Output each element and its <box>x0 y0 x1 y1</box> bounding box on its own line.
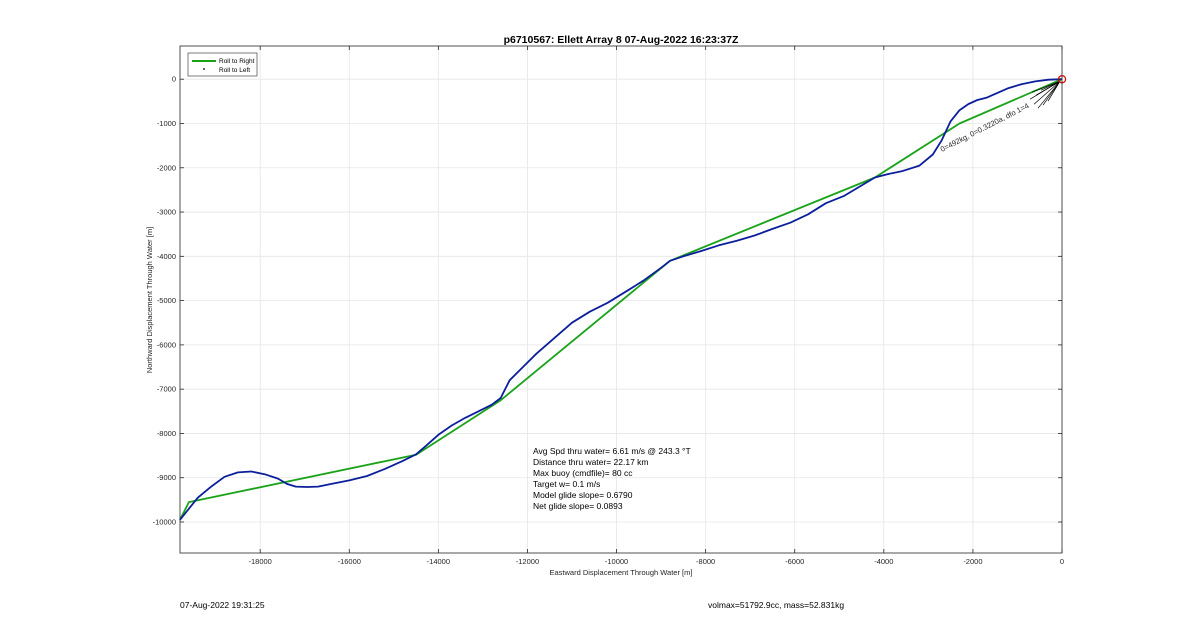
x-tick-label: -12000 <box>516 557 539 566</box>
x-tick-label: -4000 <box>874 557 893 566</box>
legend-label-roll-right: Roll to Right <box>219 58 255 65</box>
legend: Roll to Right Roll to Left <box>187 52 258 77</box>
current-arrow <box>1037 80 1061 109</box>
x-tick-label: -16000 <box>338 557 361 566</box>
current-arrow <box>1033 80 1061 105</box>
x-tick-label: -18000 <box>249 557 272 566</box>
x-tick-label: -14000 <box>427 557 450 566</box>
x-tick-label: -8000 <box>696 557 715 566</box>
current-arrow <box>1047 81 1061 102</box>
x-tick-label: 0 <box>1060 557 1064 566</box>
plot-frame <box>179 45 1063 554</box>
y-tick-label: -4000 <box>157 252 176 261</box>
y-tick-label: -2000 <box>157 163 176 172</box>
series-track-line <box>179 78 1063 521</box>
current-arrow <box>1031 80 1061 93</box>
y-tick-label: -6000 <box>157 340 176 349</box>
y-tick-label: -8000 <box>157 429 176 438</box>
x-tick-label: -2000 <box>963 557 982 566</box>
legend-dot-roll-left <box>203 68 205 70</box>
footer-timestamp: 07-Aug-2022 19:31:25 <box>180 600 265 610</box>
data-layer <box>179 74 1067 521</box>
y-axis-label: Northward Displacement Through Water [m] <box>145 227 154 373</box>
legend-label-roll-left: Roll to Left <box>219 67 250 74</box>
y-tick-label: 0 <box>172 75 176 84</box>
y-tick-label: -7000 <box>157 385 176 394</box>
stat-target-w: Target w= 0.1 m/s <box>533 479 600 489</box>
x-tick-label: -10000 <box>605 557 628 566</box>
stat-model-glide-slope: Model glide slope= 0.6790 <box>533 490 633 500</box>
y-tick-label: -1000 <box>157 119 176 128</box>
stat-avg-speed: Avg Spd thru water= 6.61 m/s @ 243.3 °T <box>533 446 691 456</box>
x-axis-label: Eastward Displacement Through Water [m] <box>550 568 693 577</box>
stat-net-glide-slope: Net glide slope= 0.0893 <box>533 501 623 511</box>
chart-title: p6710567: Ellett Array 8 07-Aug-2022 16:… <box>504 34 739 46</box>
y-tick-label: -10000 <box>153 518 176 527</box>
legend-box <box>187 52 258 77</box>
tick-layer: -18000 -16000 -14000 -12000 -10000 -8000 -6000… <box>153 46 1064 566</box>
stat-max-buoy: Max buoy (cmdfile)= 80 cc <box>533 468 633 478</box>
stats-block: Avg Spd thru water= 6.61 m/s @ 243.3 °T … <box>533 446 691 511</box>
y-tick-label: -9000 <box>157 473 176 482</box>
footer-volmax-mass: volmax=51792.9cc, mass=52.831kg <box>708 600 845 610</box>
stat-distance: Distance thru water= 22.17 km <box>533 457 649 467</box>
current-arrow <box>1042 81 1061 106</box>
y-tick-label: -5000 <box>157 296 176 305</box>
y-tick-label: -3000 <box>157 208 176 217</box>
current-arrow <box>1035 80 1061 96</box>
x-tick-label: -6000 <box>785 557 804 566</box>
